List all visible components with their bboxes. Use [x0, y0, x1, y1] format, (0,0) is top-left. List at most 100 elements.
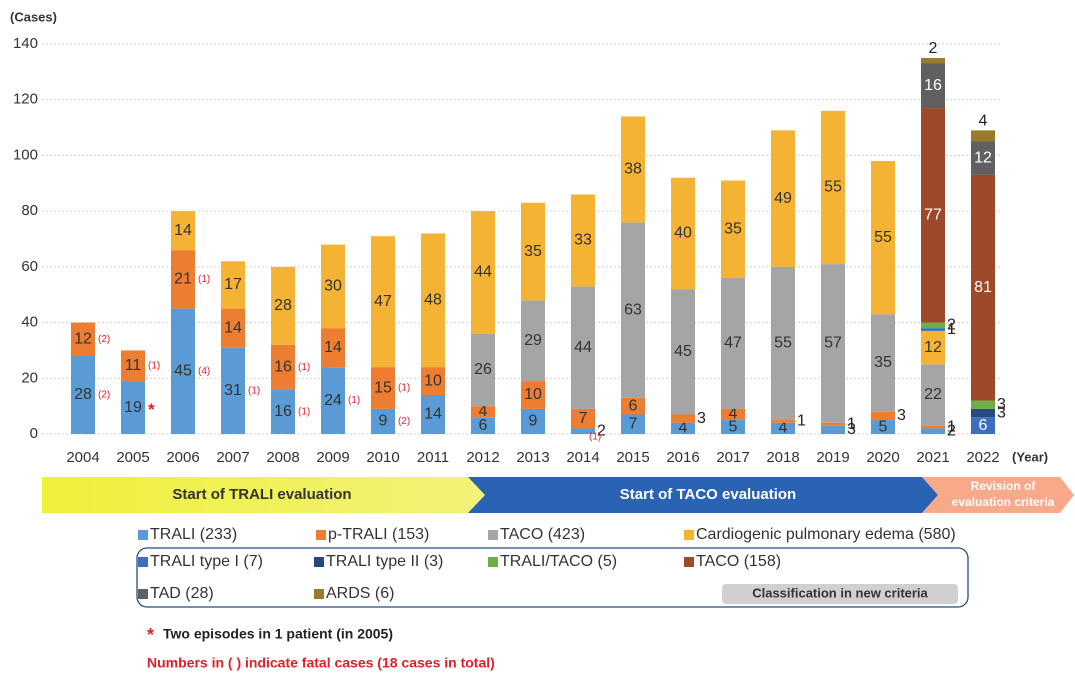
fatal-label: (2) [398, 416, 410, 427]
bar-segment [271, 389, 295, 434]
bar-segment [121, 350, 145, 382]
bar-segment [771, 130, 795, 267]
bar-segment [371, 236, 395, 368]
bar-segment [321, 367, 345, 434]
bar-value-label: 2 [947, 317, 956, 334]
bar-segment [121, 381, 145, 434]
legend-label: TRALI type I (7) [150, 553, 263, 570]
legend-label: TACO (423) [500, 526, 585, 543]
timeline-label: Start of TACO evaluation [620, 486, 796, 503]
bar-segment [321, 244, 345, 329]
bar-segment [471, 333, 495, 407]
bar-segment [671, 414, 695, 423]
note: Numbers in ( ) indicate fatal cases (18 … [147, 655, 495, 671]
bar-value-label: 49 [774, 190, 792, 207]
bar-value-label: 14 [424, 406, 442, 423]
timeline-arrow [42, 477, 485, 513]
bar-value-label: 55 [824, 179, 842, 196]
legend-marker [138, 557, 148, 567]
bar-value-label: 4 [479, 403, 488, 420]
bar-segment [921, 364, 945, 426]
x-tick-label: 2012 [466, 449, 499, 466]
bar-value-label: 10 [524, 386, 542, 403]
x-tick-label: 2014 [566, 449, 599, 466]
note-star: * [147, 625, 154, 645]
bar-segment [421, 233, 445, 368]
bar-segment [971, 408, 995, 418]
bar-segment [671, 289, 695, 415]
fatal-label: (1) [298, 362, 310, 373]
x-tick-label: 2007 [216, 449, 249, 466]
bar-segment [571, 408, 595, 429]
bar-segment [221, 308, 245, 348]
bar-value-label: 1 [797, 413, 806, 430]
bar-segment [421, 395, 445, 434]
legend-marker [488, 557, 498, 567]
bar-segment [71, 356, 95, 434]
bar-segment [971, 417, 995, 434]
bar-value-label: 29 [524, 332, 542, 349]
legend-marker [684, 530, 694, 540]
bar-value-label: 45 [174, 363, 192, 380]
y-tick-label: 80 [21, 202, 38, 219]
bar-value-label: 30 [324, 278, 342, 295]
fatal-label: (1) [248, 385, 260, 396]
bar-segment [521, 300, 545, 382]
bar-value-label: 14 [224, 319, 242, 336]
legend-note-bg [722, 584, 958, 604]
bar-value-label: 47 [724, 335, 742, 352]
bar-value-label: 19 [124, 399, 142, 416]
fatal-label: (1) [348, 395, 360, 406]
bar-value-label: 1 [947, 418, 956, 435]
legend-label: Cardiogenic pulmonary edema (580) [696, 526, 956, 543]
y-tick-label: 100 [13, 146, 38, 163]
bar-segment [421, 367, 445, 395]
timeline-arrow [468, 477, 938, 513]
bar-value-label: 28 [74, 386, 92, 403]
bar-segment [821, 264, 845, 423]
bar-segment [921, 428, 945, 434]
x-tick-label: 2011 [417, 449, 449, 466]
bar-value-label: 4 [979, 113, 988, 130]
x-tick-label: 2010 [366, 449, 399, 466]
bar-value-label: 6 [979, 417, 988, 434]
note: Two episodes in 1 patient (in 2005) [163, 626, 393, 642]
bar-segment [921, 322, 945, 329]
legend-marker [138, 530, 148, 540]
y-tick-label: 20 [21, 369, 38, 386]
bar-value-label: 22 [924, 386, 942, 403]
legend-label: TACO (158) [696, 553, 781, 570]
bar-segment [221, 347, 245, 434]
bar-value-label: 6 [629, 397, 638, 414]
x-tick-label: 2013 [516, 449, 549, 466]
legend-label: p-TRALI (153) [328, 526, 429, 543]
bar-value-label: 14 [174, 222, 192, 239]
fatal-label: (2) [98, 390, 110, 401]
bar-value-label: 11 [125, 357, 142, 374]
bar-segment [721, 420, 745, 434]
bar-value-label: 24 [324, 392, 342, 409]
bar-segment [721, 408, 745, 421]
bar-value-label: 2 [597, 422, 606, 439]
bar-segment [921, 108, 945, 323]
bar-value-label: 5 [729, 418, 738, 435]
y-tick-label: 0 [30, 425, 38, 442]
bar-segment [171, 308, 195, 434]
y-axis-label: (Cases) [10, 9, 57, 24]
bar-segment [771, 420, 795, 423]
bar-segment [821, 422, 845, 426]
x-tick-label: 2005 [116, 449, 149, 466]
legend-label: TRALI (233) [150, 526, 237, 543]
bar-segment [621, 222, 645, 398]
timeline-label: Start of TRALI evaluation [172, 486, 351, 503]
bar-segment [171, 250, 195, 309]
bar-segment [371, 408, 395, 434]
x-tick-label: 2018 [766, 449, 799, 466]
bar-value-label: 45 [674, 343, 692, 360]
bar-value-label: 47 [374, 293, 392, 310]
bar-value-label: 12 [974, 149, 992, 166]
bar-value-label: 16 [274, 403, 292, 420]
bar-value-label: 55 [774, 335, 792, 352]
bar-value-label: 10 [424, 372, 442, 389]
